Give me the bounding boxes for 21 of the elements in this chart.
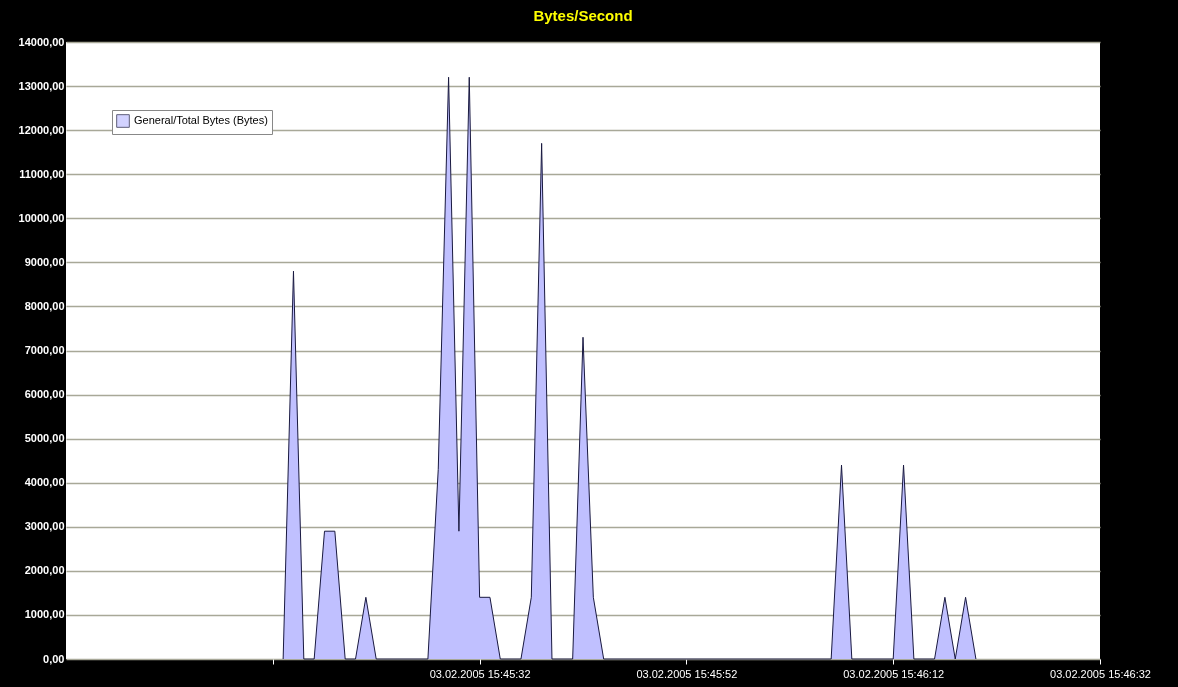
y-tick-label: 9000,00 xyxy=(24,255,65,268)
y-tick-label: 2000,00 xyxy=(24,564,65,577)
y-tick-label: 14000,00 xyxy=(18,35,65,48)
y-tick-label: 4000,00 xyxy=(24,476,65,489)
x-tick-label: 03.02.2005 15:45:52 xyxy=(636,667,738,680)
chart-title: Bytes/Second xyxy=(533,7,633,24)
y-tick-label: 11000,00 xyxy=(19,167,65,180)
y-tick-label: 7000,00 xyxy=(24,344,65,356)
legend-label: General/Total Bytes (Bytes) xyxy=(134,114,268,126)
y-tick-label: 0,00 xyxy=(43,652,65,665)
y-tick-label: 5000,00 xyxy=(24,432,65,445)
y-tick-label: 3000,00 xyxy=(24,520,65,533)
y-tick-label: 6000,00 xyxy=(24,388,65,401)
y-tick-label: 1000,00 xyxy=(24,608,65,621)
y-tick-label: 10000,00 xyxy=(18,211,65,224)
x-tick-label: 03.02.2005 15:46:12 xyxy=(843,667,945,680)
x-tick-label: 03.02.2005 15:45:32 xyxy=(429,667,531,680)
y-tick-label: 12000,00 xyxy=(18,123,65,136)
y-tick-label: 13000,00 xyxy=(18,79,65,92)
y-tick-label: 8000,00 xyxy=(24,299,65,312)
x-tick-label: 03.02.2005 15:46:32 xyxy=(1050,667,1151,680)
